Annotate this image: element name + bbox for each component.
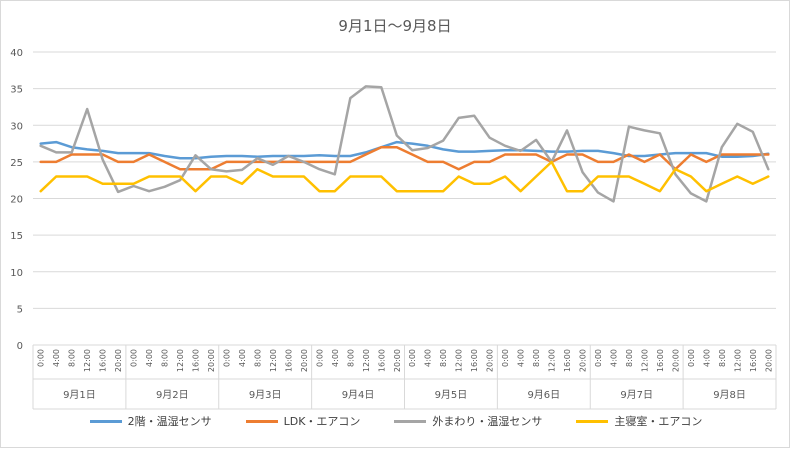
x-tick-label: 0:00 (315, 349, 324, 367)
x-tick-label: 12:00 (176, 349, 185, 372)
y-tick-label: 40 (10, 48, 23, 59)
legend-label: 主寝室・エアコン (614, 415, 703, 428)
day-label: 9月3日 (249, 389, 282, 401)
x-tick-label: 8:00 (346, 349, 355, 367)
x-tick-label: 20:00 (207, 349, 216, 372)
x-tick-label: 20:00 (486, 349, 495, 372)
x-tick-label: 0:00 (687, 349, 696, 367)
x-tick-label: 16:00 (192, 349, 201, 372)
x-tick-label: 8:00 (532, 349, 541, 367)
x-tick-label: 20:00 (764, 349, 773, 372)
x-tick-label: 20:00 (671, 349, 680, 372)
x-tick-label: 0:00 (501, 349, 510, 367)
x-tick-label: 4:00 (702, 349, 711, 367)
legend-swatch (394, 419, 427, 423)
y-tick-label: 25 (10, 158, 23, 169)
x-tick-label: 20:00 (393, 349, 402, 372)
x-tick-label: 0:00 (594, 349, 603, 367)
x-tick-label: 4:00 (331, 349, 340, 367)
x-tick-label: 12:00 (640, 349, 649, 372)
legend-swatch (576, 419, 609, 423)
y-tick-label: 5 (17, 304, 23, 315)
legend-swatch (245, 419, 278, 423)
series-line-3 (39, 160, 770, 193)
y-axis: 0 5 10 15 20 25 30 35 40 (10, 48, 23, 352)
x-tick-label: 16:00 (656, 349, 665, 372)
x-tick-label: 12:00 (269, 349, 278, 372)
x-tick-label: 4:00 (238, 349, 247, 367)
x-tick-label: 8:00 (625, 349, 634, 367)
day-label: 9月7日 (620, 389, 653, 401)
y-tick-label: 35 (10, 85, 23, 96)
y-tick-label: 20 (10, 195, 23, 206)
x-tick-label: 20:00 (300, 349, 309, 372)
x-tick-label: 16:00 (284, 349, 293, 372)
x-tick-label: 12:00 (548, 349, 557, 372)
legend-item: 2階・温湿センサ (89, 413, 212, 429)
series-lines (39, 85, 770, 203)
series-line-1 (39, 145, 770, 171)
legend-item: 外まわり・温湿センサ (394, 413, 542, 429)
x-tick-label: 0:00 (37, 349, 46, 367)
x-tick-label: 0:00 (222, 349, 231, 367)
x-tick-label: 4:00 (517, 349, 526, 367)
y-tick-label: 0 (17, 341, 23, 352)
legend-label: 外まわり・温湿センサ (432, 415, 543, 428)
legend-swatch (89, 419, 122, 423)
x-tick-label: 4:00 (609, 349, 618, 367)
x-tick-label: 8:00 (161, 349, 170, 367)
x-tick-label: 8:00 (439, 349, 448, 367)
legend-label: 2階・温湿センサ (127, 415, 212, 428)
x-tick-label: 12:00 (455, 349, 464, 372)
x-tick-label: 4:00 (424, 349, 433, 367)
day-label: 9月2日 (156, 389, 189, 401)
x-tick-label: 16:00 (99, 349, 108, 372)
x-tick-label: 16:00 (563, 349, 572, 372)
x-tick-label: 12:00 (362, 349, 371, 372)
x-tick-label: 12:00 (733, 349, 742, 372)
x-tick-label: 8:00 (253, 349, 262, 367)
legend-label: LDK・エアコン (283, 415, 361, 428)
y-tick-label: 10 (10, 268, 23, 279)
x-tick-label: 4:00 (145, 349, 154, 367)
x-tick-label: 0:00 (408, 349, 417, 367)
legend: 2階・温湿センサ LDK・エアコン 外まわり・温湿センサ 主寝室・エアコン (1, 413, 790, 429)
x-tick-label: 4:00 (52, 349, 61, 367)
day-label: 9月1日 (63, 389, 96, 401)
x-tick-label: 0:00 (130, 349, 139, 367)
legend-item: LDK・エアコン (245, 413, 361, 429)
x-tick-label: 16:00 (749, 349, 758, 372)
x-axis: 0:00 4:00 8:00 12:00 16:00 20:00 0:00 4:00 8:00 1… (32, 344, 777, 410)
day-label: 9月6日 (527, 389, 560, 401)
y-tick-label: 30 (10, 121, 23, 132)
x-tick-label: 20:00 (579, 349, 588, 372)
day-label: 9月4日 (342, 389, 375, 401)
day-label: 9月5日 (435, 389, 468, 401)
x-tick-label: 8:00 (68, 349, 77, 367)
x-tick-label: 16:00 (470, 349, 479, 372)
gridlines (33, 51, 776, 309)
series-line-2 (39, 85, 770, 203)
x-tick-label: 16:00 (377, 349, 386, 372)
chart-title: 9月1日〜9月8日 (338, 17, 451, 35)
y-tick-label: 15 (10, 231, 23, 242)
legend-item: 主寝室・エアコン (576, 413, 702, 429)
day-label: 9月8日 (713, 389, 746, 401)
x-tick-label: 8:00 (718, 349, 727, 367)
x-tick-label: 12:00 (83, 349, 92, 372)
x-tick-label: 20:00 (114, 349, 123, 372)
